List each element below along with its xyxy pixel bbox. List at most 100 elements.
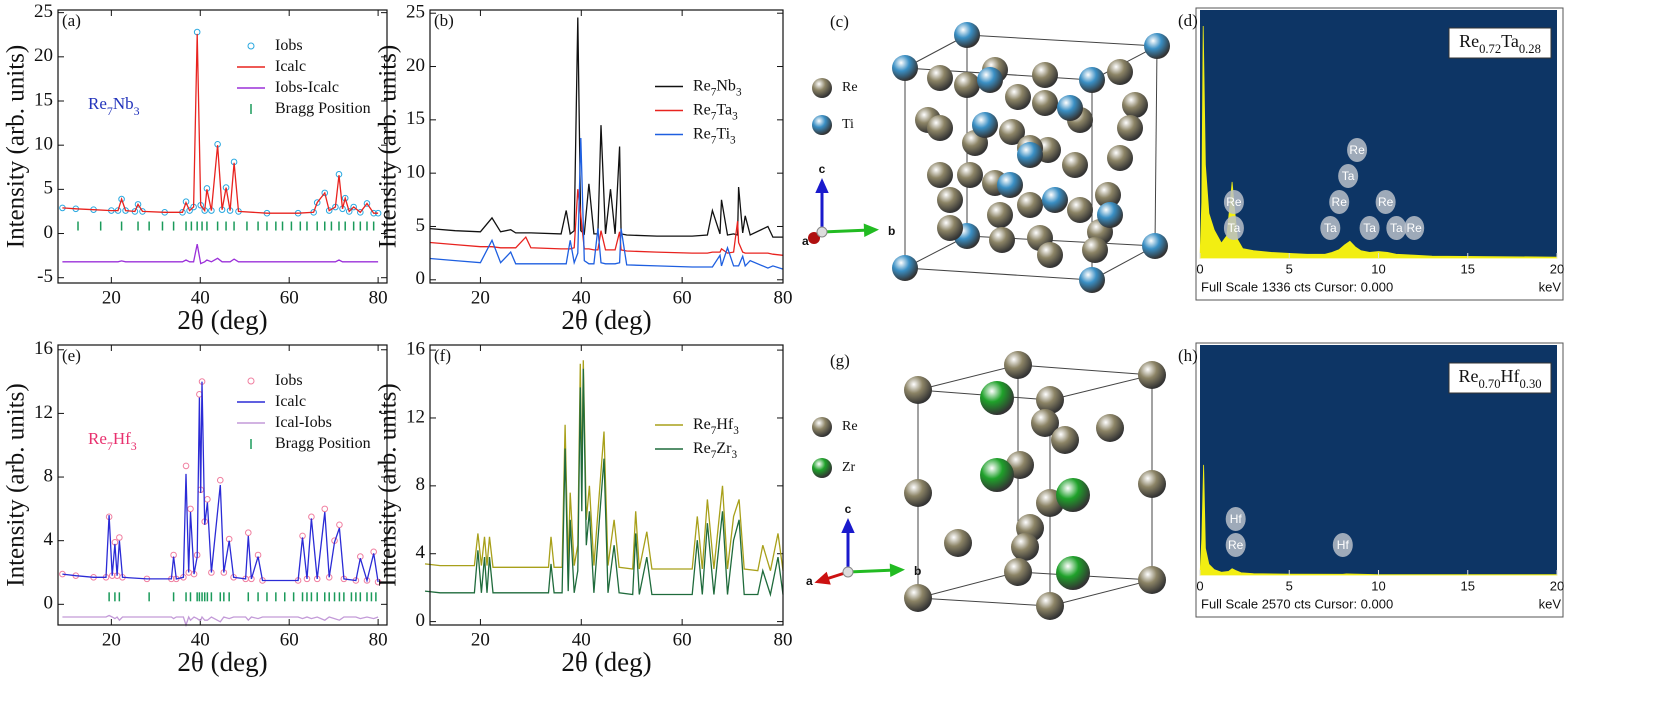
series-line [424, 360, 784, 572]
legend-label: Iobs [275, 372, 303, 389]
x-tick-label: 20 [1550, 261, 1564, 276]
annotation: Re7Nb3 [88, 94, 140, 118]
series-line [429, 189, 784, 256]
peak-label: Ta [1390, 221, 1403, 235]
axis-arrow [847, 568, 897, 574]
atom [1082, 237, 1108, 263]
data-point [363, 577, 371, 584]
data-point [187, 505, 194, 513]
plot-frame [429, 9, 784, 284]
peak-label-bubble [1347, 138, 1368, 162]
data-point [321, 505, 329, 513]
atom [937, 215, 963, 241]
atom [904, 479, 932, 507]
legend-label: Icalc [275, 58, 306, 75]
annotation: Re7Hf3 [88, 429, 137, 453]
arrow-head [814, 571, 831, 585]
x-tick-label: 20 [1550, 578, 1564, 593]
atom [1056, 478, 1090, 512]
plot-area [59, 378, 382, 628]
data-point [244, 529, 252, 537]
y-tick-label: 15 [34, 89, 53, 110]
y-tick-label: 0 [416, 610, 426, 631]
atom [1067, 197, 1093, 223]
peak-label: Hf [1230, 512, 1243, 526]
title-box [1448, 27, 1552, 59]
series-line [62, 33, 379, 214]
series-line [424, 368, 784, 598]
atom [1005, 84, 1031, 110]
x-tick-label: 10 [1371, 578, 1385, 593]
atom [1096, 414, 1124, 442]
x-tick-label: 40 [191, 629, 210, 650]
x-tick-label: 80 [774, 287, 793, 308]
cell-edge [1049, 374, 1153, 401]
plot-area [424, 360, 784, 598]
y-tick-label: 25 [34, 1, 53, 22]
atom [987, 202, 1013, 228]
legend-label: Ical-Iobs [275, 414, 332, 431]
plot-frame [57, 9, 388, 284]
peak-label-bubble [1338, 164, 1359, 188]
x-axis-title: keV [1539, 279, 1562, 294]
peak-label-bubble [1386, 216, 1407, 240]
y-tick-label: 25 [406, 2, 425, 23]
cell-edge [917, 597, 1051, 607]
panel-label: (h) [1178, 346, 1198, 365]
plot-frame [57, 344, 388, 626]
series-line [62, 243, 379, 265]
axis-label: c [819, 162, 826, 176]
series-line [62, 381, 379, 583]
atom [1079, 67, 1105, 93]
y-tick-label: 20 [34, 45, 53, 66]
atom [1138, 566, 1166, 594]
x-tick-label: 20 [102, 629, 121, 650]
legend-label: Bragg Position [275, 435, 371, 452]
plot-area [59, 28, 382, 265]
data-point [204, 496, 211, 503]
y-tick-label: 10 [406, 162, 425, 183]
peak-label: Ta [1363, 221, 1376, 235]
x-tick-label: 20 [471, 629, 490, 650]
atom [1095, 182, 1121, 208]
atom [1051, 426, 1079, 454]
atom [904, 584, 932, 612]
data-point [216, 476, 224, 484]
data-point [186, 207, 193, 214]
x-tick-label: 15 [1461, 578, 1475, 593]
legend-label: Iobs-Icalc [275, 79, 339, 96]
cell-edge [917, 571, 1019, 599]
peak-label: Re [1228, 538, 1244, 552]
peak-label-bubble [1332, 533, 1353, 557]
legend-label: Re7Nb3 [693, 77, 742, 98]
y-tick-label: 12 [34, 402, 53, 423]
x-tick-label: 80 [369, 287, 388, 308]
x-tick-label: 5 [1286, 578, 1293, 593]
legend-atom [812, 78, 832, 98]
y-tick-label: 15 [406, 108, 425, 129]
x-tick-label: 40 [572, 287, 591, 308]
legend-label: Iobs [275, 37, 303, 54]
axis-label: b [888, 224, 895, 238]
title: Re0.72Ta0.28 [1459, 31, 1541, 56]
cell-edge [917, 364, 1019, 391]
peak-label: Ta [1228, 221, 1241, 235]
y-tick-label: 0 [44, 222, 54, 243]
atom [892, 55, 918, 81]
y-tick-label: 0 [44, 593, 54, 614]
peak-label: Ta [1324, 221, 1337, 235]
peak-label-bubble [1359, 216, 1380, 240]
arrow-head [863, 223, 879, 237]
x-tick-label: 60 [673, 629, 692, 650]
axis-origin [816, 226, 828, 238]
y-tick-label: 12 [406, 406, 425, 427]
y-axis-title: Intensity (arb. units) [3, 383, 30, 586]
atom [1011, 533, 1039, 561]
panel-label: (g) [830, 351, 850, 370]
legend-label: Bragg Position [275, 100, 371, 117]
atom [1031, 409, 1059, 437]
axis-label: a [806, 574, 813, 588]
footer: Full Scale 1336 cts Cursor: 0.000 [1201, 279, 1393, 294]
legend-label: Re7Hf3 [693, 416, 739, 437]
data-point [134, 201, 142, 208]
